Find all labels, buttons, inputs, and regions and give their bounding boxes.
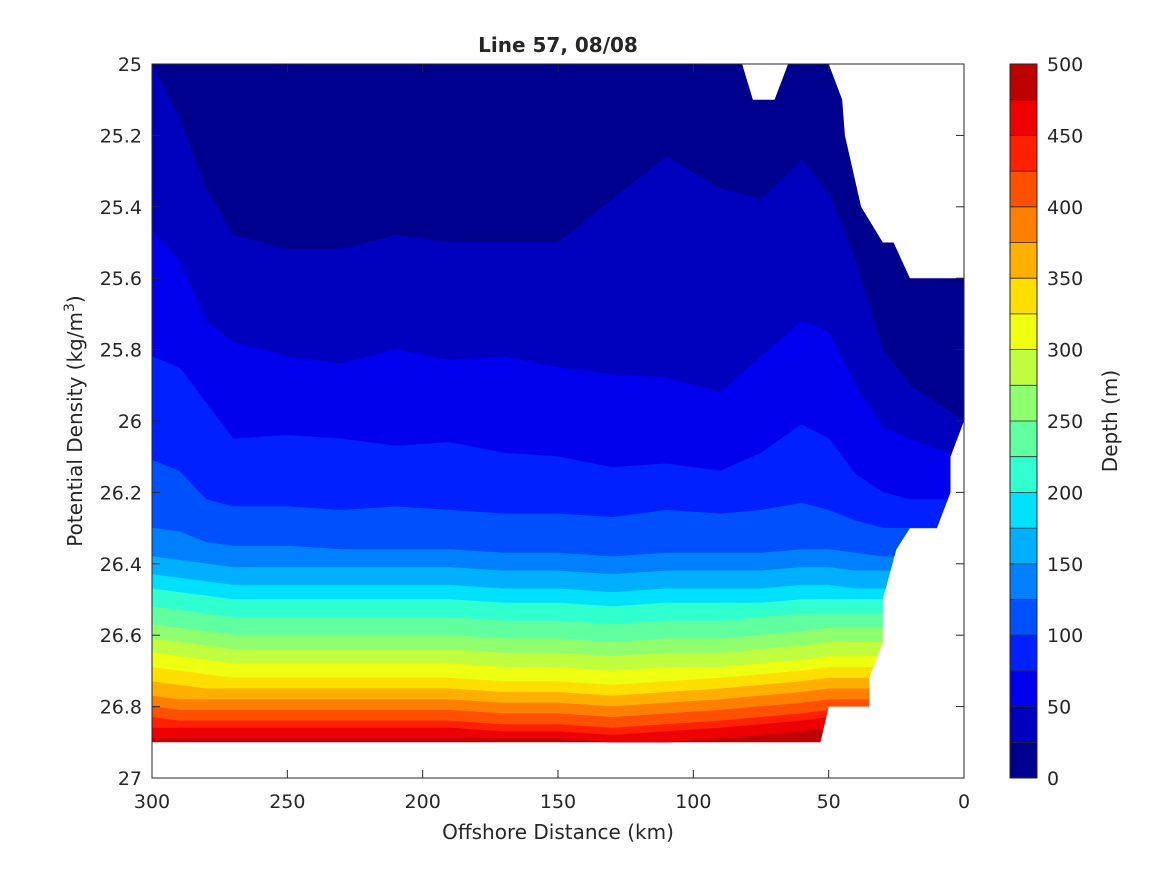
- colorbar-segment: [1010, 385, 1037, 422]
- colorbar-tick-label: 350: [1047, 268, 1083, 290]
- colorbar-tick-label: 50: [1047, 697, 1071, 719]
- colorbar-segment: [1010, 706, 1037, 743]
- colorbar-segment: [1010, 599, 1037, 636]
- x-tick-label: 250: [269, 791, 305, 813]
- contour-bands: [152, 64, 964, 743]
- y-tick-label: 26.2: [100, 482, 142, 504]
- colorbar-tick-labels: 0 50 100 150 200 250 300 350 400 450 500: [1047, 54, 1083, 790]
- colorbar-segment: [1010, 171, 1037, 208]
- colorbar-tick-label: 450: [1047, 125, 1083, 147]
- colorbar-tick-label: 300: [1047, 340, 1083, 362]
- y-tick-labels: 25 25.2 25.4 25.6 25.8 26 26.2 26.4 26.6 26.8 27: [100, 54, 142, 790]
- x-tick-label: 0: [958, 791, 970, 813]
- colorbar-tick-label: 200: [1047, 482, 1083, 504]
- colorbar-segment: [1010, 242, 1037, 279]
- colorbar-segment: [1010, 313, 1037, 351]
- y-tick-label: 25.4: [100, 197, 142, 219]
- y-axis-label-close: ): [63, 295, 87, 303]
- y-axis-label-superscript: 3: [62, 303, 78, 312]
- x-tick-label: 50: [817, 791, 841, 813]
- y-tick-label: 26.4: [100, 554, 142, 576]
- colorbar-segment: [1010, 278, 1037, 315]
- colorbar-segment: [1010, 135, 1037, 172]
- y-axis-label: Potential Density (kg/m3): [62, 295, 87, 546]
- plot-frame: [151, 63, 965, 779]
- colorbar-tick-label: 0: [1047, 768, 1059, 790]
- colorbar-segment: [1010, 670, 1037, 708]
- x-tick-label: 100: [675, 791, 711, 813]
- colorbar-segment: [1010, 492, 1037, 529]
- colorbar-label: Depth (m): [1098, 370, 1122, 472]
- colorbar-segment: [1010, 456, 1037, 493]
- colorbar-segment: [1010, 742, 1037, 779]
- chart-title: Line 57, 08/08: [478, 33, 638, 57]
- colorbar-frame: [1009, 63, 1038, 779]
- colorbar-segment: [1010, 528, 1037, 565]
- x-tick-label: 300: [134, 791, 170, 813]
- colorbar-segment: [1010, 635, 1037, 672]
- colorbar-tick-label: 500: [1047, 54, 1083, 76]
- x-tick-label: 200: [405, 791, 441, 813]
- x-tick-label: 150: [540, 791, 576, 813]
- colorbar-segment: [1010, 99, 1037, 136]
- colorbar-segment: [1010, 64, 1037, 101]
- colorbar-segment: [1010, 563, 1037, 600]
- y-axis-label-main: Potential Density (kg/m: [63, 312, 87, 547]
- y-tick-label: 26: [118, 411, 142, 433]
- y-tick-label: 27: [118, 768, 142, 790]
- colorbar-segment: [1010, 206, 1037, 243]
- contour-band: [152, 727, 964, 743]
- colorbar-tick-label: 400: [1047, 197, 1083, 219]
- y-tick-label: 25.2: [100, 125, 142, 147]
- y-tick-label: 25.8: [100, 340, 142, 362]
- x-axis-label: Offshore Distance (km): [442, 820, 674, 844]
- colorbar-segment: [1010, 349, 1037, 386]
- colorbar-tick-label: 150: [1047, 554, 1083, 576]
- x-tick-labels: 300 250 200 150 100 50 0: [134, 791, 970, 813]
- y-tick-label: 25: [118, 54, 142, 76]
- colorbar-tick-label: 250: [1047, 411, 1083, 433]
- y-tick-label: 26.8: [100, 697, 142, 719]
- colorbar: [1009, 63, 1038, 779]
- colorbar-segment: [1010, 421, 1037, 458]
- colorbar-tick-label: 100: [1047, 625, 1083, 647]
- y-tick-label: 25.6: [100, 268, 142, 290]
- y-tick-label: 26.6: [100, 625, 142, 647]
